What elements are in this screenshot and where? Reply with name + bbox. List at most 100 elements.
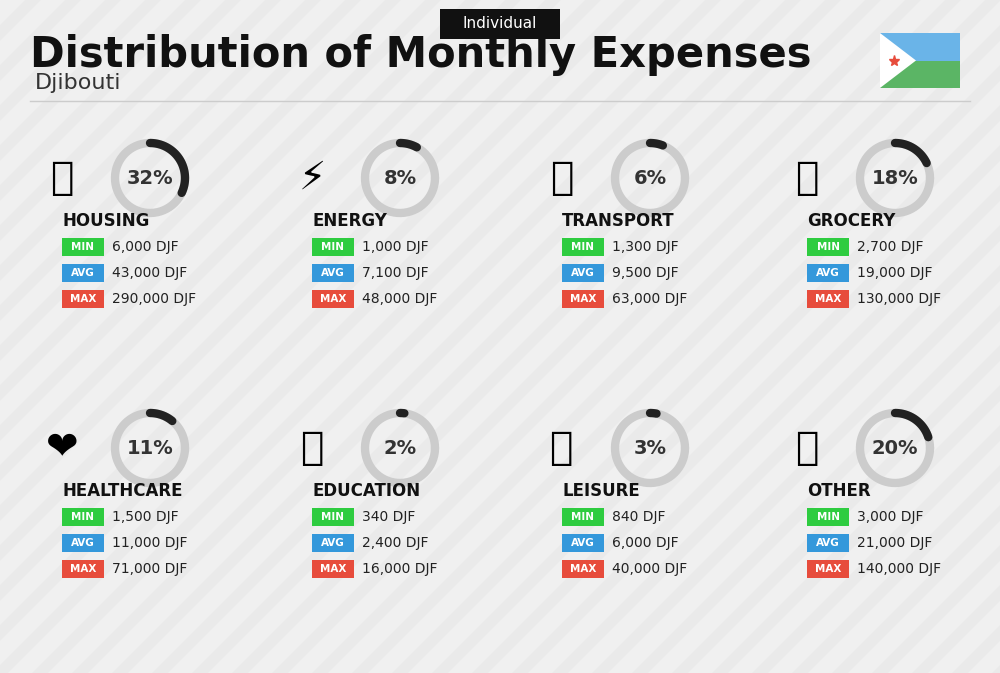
Text: 🚌: 🚌: [550, 159, 574, 197]
Text: MAX: MAX: [570, 564, 596, 574]
Text: 11%: 11%: [127, 439, 173, 458]
Text: 1,000 DJF: 1,000 DJF: [362, 240, 429, 254]
Text: 130,000 DJF: 130,000 DJF: [857, 292, 941, 306]
Text: MIN: MIN: [72, 512, 94, 522]
Text: MAX: MAX: [70, 294, 96, 304]
Text: 840 DJF: 840 DJF: [612, 510, 666, 524]
Text: 63,000 DJF: 63,000 DJF: [612, 292, 687, 306]
Text: 🏢: 🏢: [50, 159, 74, 197]
Text: 43,000 DJF: 43,000 DJF: [112, 266, 187, 280]
Text: 19,000 DJF: 19,000 DJF: [857, 266, 932, 280]
FancyBboxPatch shape: [807, 534, 849, 552]
Text: AVG: AVG: [816, 268, 840, 278]
Text: Individual: Individual: [463, 17, 537, 32]
FancyBboxPatch shape: [807, 238, 849, 256]
FancyBboxPatch shape: [312, 534, 354, 552]
Text: Distribution of Monthly Expenses: Distribution of Monthly Expenses: [30, 34, 812, 76]
Text: MIN: MIN: [322, 512, 344, 522]
Text: 6,000 DJF: 6,000 DJF: [112, 240, 179, 254]
FancyBboxPatch shape: [312, 560, 354, 578]
Text: 6%: 6%: [633, 168, 667, 188]
FancyBboxPatch shape: [62, 508, 104, 526]
Text: AVG: AVG: [71, 268, 95, 278]
Text: 3,000 DJF: 3,000 DJF: [857, 510, 924, 524]
Text: 71,000 DJF: 71,000 DJF: [112, 562, 187, 576]
FancyBboxPatch shape: [562, 534, 604, 552]
Text: 🛍️: 🛍️: [550, 429, 574, 467]
Text: MAX: MAX: [570, 294, 596, 304]
Text: 💰: 💰: [795, 429, 819, 467]
FancyBboxPatch shape: [807, 264, 849, 282]
Text: 3%: 3%: [634, 439, 666, 458]
Text: 🎓: 🎓: [300, 429, 324, 467]
Text: 40,000 DJF: 40,000 DJF: [612, 562, 687, 576]
FancyBboxPatch shape: [312, 290, 354, 308]
FancyBboxPatch shape: [562, 560, 604, 578]
Text: 1,300 DJF: 1,300 DJF: [612, 240, 679, 254]
Text: LEISURE: LEISURE: [562, 482, 640, 500]
Text: 32%: 32%: [127, 168, 173, 188]
Text: AVG: AVG: [321, 268, 345, 278]
Text: MAX: MAX: [815, 294, 841, 304]
Text: MAX: MAX: [70, 564, 96, 574]
Text: 18%: 18%: [872, 168, 918, 188]
Text: ENERGY: ENERGY: [312, 212, 387, 230]
Text: 16,000 DJF: 16,000 DJF: [362, 562, 438, 576]
Text: MIN: MIN: [72, 242, 94, 252]
Text: 2,700 DJF: 2,700 DJF: [857, 240, 924, 254]
Text: AVG: AVG: [571, 268, 595, 278]
Text: 6,000 DJF: 6,000 DJF: [612, 536, 679, 550]
FancyBboxPatch shape: [807, 508, 849, 526]
Text: 2,400 DJF: 2,400 DJF: [362, 536, 428, 550]
Text: 20%: 20%: [872, 439, 918, 458]
Text: MIN: MIN: [322, 242, 344, 252]
Text: ❤️: ❤️: [46, 429, 78, 467]
Text: MAX: MAX: [320, 564, 346, 574]
FancyBboxPatch shape: [807, 560, 849, 578]
FancyBboxPatch shape: [562, 290, 604, 308]
Text: MAX: MAX: [320, 294, 346, 304]
Text: 340 DJF: 340 DJF: [362, 510, 415, 524]
FancyBboxPatch shape: [562, 238, 604, 256]
Text: ⚡: ⚡: [298, 159, 326, 197]
FancyBboxPatch shape: [807, 290, 849, 308]
Text: 140,000 DJF: 140,000 DJF: [857, 562, 941, 576]
Text: 290,000 DJF: 290,000 DJF: [112, 292, 196, 306]
Polygon shape: [880, 33, 920, 88]
FancyBboxPatch shape: [62, 560, 104, 578]
Text: TRANSPORT: TRANSPORT: [562, 212, 675, 230]
Text: HEALTHCARE: HEALTHCARE: [62, 482, 182, 500]
Polygon shape: [880, 61, 960, 88]
Polygon shape: [880, 33, 916, 88]
Text: AVG: AVG: [71, 538, 95, 548]
Text: MIN: MIN: [816, 512, 840, 522]
Text: 48,000 DJF: 48,000 DJF: [362, 292, 437, 306]
Text: Djibouti: Djibouti: [35, 73, 122, 93]
Text: AVG: AVG: [816, 538, 840, 548]
Text: MIN: MIN: [572, 512, 594, 522]
Text: 1,500 DJF: 1,500 DJF: [112, 510, 179, 524]
FancyBboxPatch shape: [440, 9, 560, 39]
Text: 🛒: 🛒: [795, 159, 819, 197]
FancyBboxPatch shape: [312, 508, 354, 526]
FancyBboxPatch shape: [62, 238, 104, 256]
Text: OTHER: OTHER: [807, 482, 871, 500]
Polygon shape: [880, 33, 960, 61]
FancyBboxPatch shape: [312, 264, 354, 282]
Text: 11,000 DJF: 11,000 DJF: [112, 536, 188, 550]
FancyBboxPatch shape: [62, 264, 104, 282]
Text: EDUCATION: EDUCATION: [312, 482, 420, 500]
Text: 2%: 2%: [383, 439, 417, 458]
Text: AVG: AVG: [321, 538, 345, 548]
Text: MAX: MAX: [815, 564, 841, 574]
FancyBboxPatch shape: [562, 508, 604, 526]
Text: 21,000 DJF: 21,000 DJF: [857, 536, 932, 550]
Text: HOUSING: HOUSING: [62, 212, 149, 230]
Text: MIN: MIN: [572, 242, 594, 252]
Text: MIN: MIN: [816, 242, 840, 252]
FancyBboxPatch shape: [62, 534, 104, 552]
FancyBboxPatch shape: [312, 238, 354, 256]
Text: 7,100 DJF: 7,100 DJF: [362, 266, 429, 280]
Text: AVG: AVG: [571, 538, 595, 548]
Text: GROCERY: GROCERY: [807, 212, 895, 230]
